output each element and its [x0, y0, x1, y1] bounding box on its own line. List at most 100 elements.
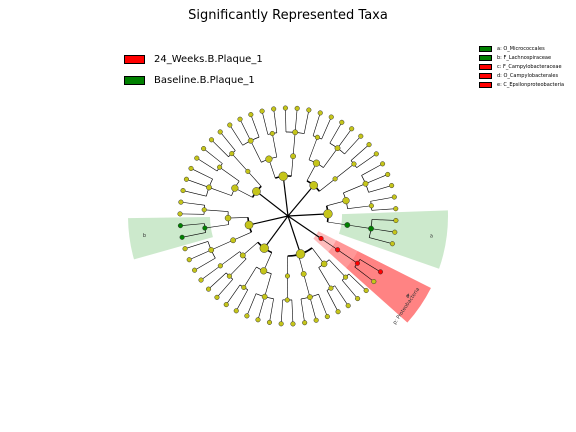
node-taxon: [320, 260, 328, 268]
node-taxon: [217, 263, 223, 269]
taxa-label: a: O_Micrococcales: [497, 45, 545, 52]
node-taxon: [214, 294, 220, 300]
branch-line: [318, 267, 332, 289]
taxa-swatch: [479, 63, 492, 70]
branch-line: [248, 215, 289, 226]
branch-line: [312, 112, 321, 136]
node-taxon: [223, 302, 229, 308]
node-taxon: [278, 321, 284, 327]
branch-line: [309, 297, 317, 321]
highlight-sectors: [128, 210, 448, 323]
branch-line: [180, 223, 205, 226]
node-taxon: [261, 293, 268, 300]
taxa-label: d: O_Campylobacterales: [497, 72, 559, 79]
branch-line: [334, 163, 355, 180]
branch-line: [320, 238, 338, 251]
branch-line: [282, 176, 289, 217]
node-taxon: [302, 320, 308, 326]
node-taxon: [362, 180, 369, 187]
node-taxon: [371, 279, 377, 285]
node-significant-c: [354, 260, 360, 266]
branch-line: [242, 242, 259, 256]
figure-title: Significantly Represented Taxa: [188, 8, 388, 23]
node-taxon: [255, 317, 261, 323]
node-taxon: [201, 207, 207, 213]
branch-line: [208, 272, 227, 290]
node-significant-b: [177, 223, 183, 229]
node-taxon: [186, 257, 192, 263]
node-taxon: [323, 209, 333, 219]
taxa-swatch: [479, 81, 492, 88]
branch-line: [220, 251, 240, 267]
branch-line: [211, 139, 229, 157]
branch-line: [186, 179, 210, 188]
legend-swatch-green: [124, 75, 145, 85]
node-taxon: [217, 129, 223, 135]
node-taxon: [328, 114, 334, 120]
node-taxon: [245, 168, 251, 174]
taxa-label: b: F_Lachnospiraceae: [497, 54, 552, 61]
branch-line: [219, 131, 236, 151]
node-taxon: [312, 159, 321, 167]
branch-line: [343, 183, 366, 194]
node-taxon: [345, 303, 351, 309]
branch-line: [194, 257, 216, 271]
node-taxon: [194, 155, 200, 161]
branch-line: [182, 232, 206, 238]
branch-line: [334, 285, 349, 306]
node-taxon: [229, 151, 235, 157]
branch-line: [269, 298, 274, 323]
taxa-legend-entry-d: d: O_Campylobacterales: [479, 71, 564, 80]
node-taxon: [314, 134, 320, 140]
branch-line: [239, 119, 251, 141]
node-taxon: [334, 145, 341, 152]
clade-label-e: e: [406, 294, 409, 300]
branch-line: [250, 114, 260, 138]
node-taxon: [393, 206, 399, 212]
branch-line: [354, 266, 375, 282]
branch-line: [292, 132, 296, 157]
node-taxon: [385, 171, 391, 178]
node-taxon: [239, 252, 246, 259]
node-taxon: [391, 194, 397, 200]
node-taxon: [226, 273, 232, 279]
node-taxon: [306, 107, 312, 113]
branch-line: [246, 293, 257, 316]
branch-line: [329, 122, 343, 144]
node-taxon: [269, 130, 275, 137]
branch-line: [287, 215, 302, 255]
node-taxon: [206, 184, 212, 191]
node-taxon: [392, 229, 398, 235]
branch-line: [328, 259, 346, 278]
branch-line: [371, 219, 396, 221]
node-taxon: [324, 314, 330, 320]
clade-label-d: d: [406, 294, 409, 300]
node-taxon: [244, 313, 250, 319]
branch-line: [280, 299, 283, 324]
branch-line: [294, 108, 298, 133]
node-taxon: [307, 294, 313, 300]
node-taxon: [290, 321, 296, 327]
node-taxon: [380, 161, 386, 167]
node-taxon: [373, 151, 379, 157]
legend-swatch-red: [124, 54, 145, 64]
node-taxon: [224, 214, 232, 222]
node-taxon: [309, 181, 319, 190]
node-taxon: [389, 183, 395, 189]
node-taxon: [343, 274, 349, 280]
node-taxon: [351, 161, 357, 167]
node-taxon: [188, 165, 194, 171]
node-taxon: [183, 176, 189, 182]
node-taxon: [358, 133, 364, 139]
node-taxon: [237, 116, 243, 122]
node-taxon: [247, 137, 254, 144]
node-taxon: [259, 108, 265, 114]
node-taxon: [284, 297, 290, 303]
branch-line: [287, 215, 322, 240]
branch-line: [231, 153, 249, 172]
branch-line: [291, 299, 294, 324]
branch-line: [256, 190, 289, 217]
branch-line: [347, 224, 372, 229]
branch-line: [247, 171, 262, 187]
branch-line: [337, 249, 358, 264]
